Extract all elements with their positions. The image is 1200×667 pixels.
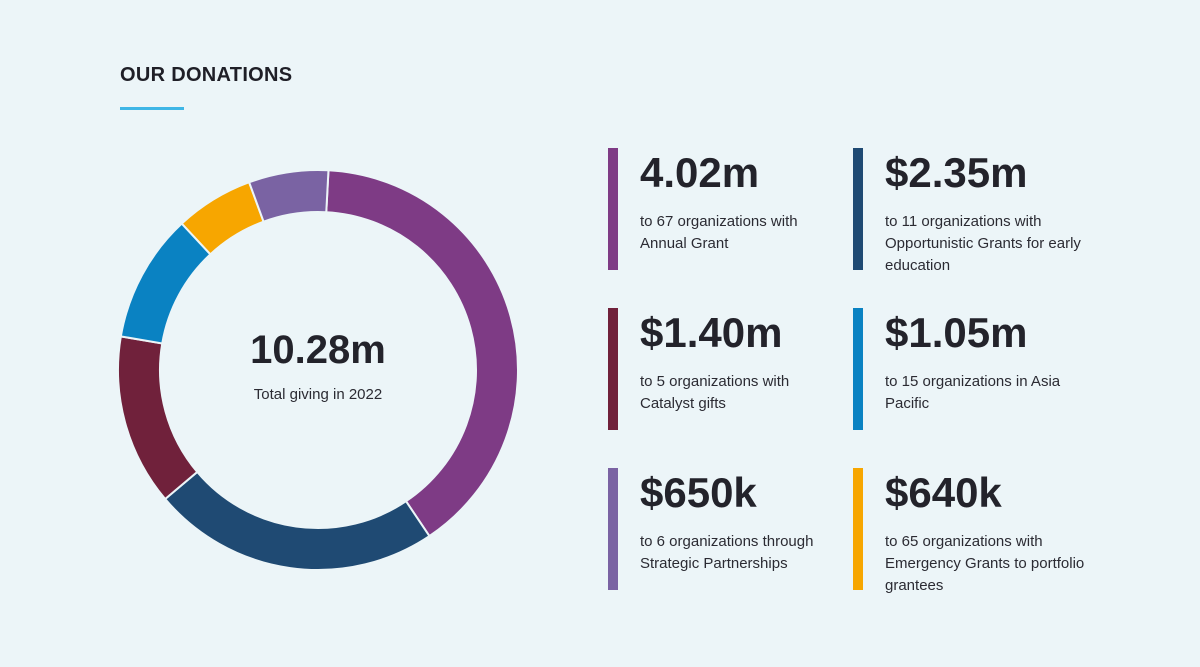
total-value: 10.28m: [250, 328, 386, 372]
stat-amount: $2.35m: [885, 149, 1028, 196]
stat-annual-grant: 4.02m to 67 organizations with Annual Gr…: [608, 148, 828, 270]
stat-emergency-grants: $640k to 65 organizations with Emergency…: [853, 468, 1084, 597]
stat-color-bar: [853, 468, 863, 590]
stat-opportunistic-grants: $2.35m to 11 organizations with Opportun…: [853, 148, 1081, 277]
page-title: OUR DONATIONS: [120, 64, 293, 86]
stat-amount: $640k: [885, 469, 1002, 516]
donut-slice-asia-pacific: [119, 222, 212, 345]
stat-strategic-partnerships: $650k to 6 organizations through Strateg…: [608, 468, 828, 590]
stat-catalyst-gifts: $1.40m to 5 organizations with Catalyst …: [608, 308, 828, 430]
stat-color-bar: [608, 148, 618, 270]
total-label: Total giving in 2022: [253, 386, 383, 403]
stat-description: to 6 organizations through Strategic Par…: [640, 533, 814, 572]
donut-slice-annual-grant: [325, 170, 518, 538]
stat-description: to 15 organizations in Asia Pacific: [885, 373, 1061, 412]
stat-amount: $1.40m: [640, 309, 783, 356]
stat-amount: $650k: [640, 469, 757, 516]
stat-asia-pacific: $1.05m to 15 organizations in Asia Pacif…: [853, 308, 1073, 430]
stat-amount: 4.02m: [640, 149, 760, 196]
donut-chart: [118, 170, 518, 570]
stat-amount: $1.05m: [885, 309, 1028, 356]
stat-description: to 11 organizations with Opportunistic G…: [885, 213, 1081, 274]
stat-description: to 67 organizations with Annual Grant: [640, 213, 798, 252]
stat-color-bar: [853, 148, 863, 270]
stat-description: to 65 organizations with Emergency Grant…: [885, 533, 1085, 594]
donut-slice-opportunistic-grants-for-early-education: [163, 470, 431, 570]
stat-description: to 5 organizations with Catalyst gifts: [640, 373, 790, 412]
donut-slice-strategic-partnerships: [247, 170, 330, 223]
stat-color-bar: [608, 468, 618, 590]
stat-color-bar: [853, 308, 863, 430]
stat-color-bar: [608, 308, 618, 430]
title-underline: [120, 107, 184, 110]
